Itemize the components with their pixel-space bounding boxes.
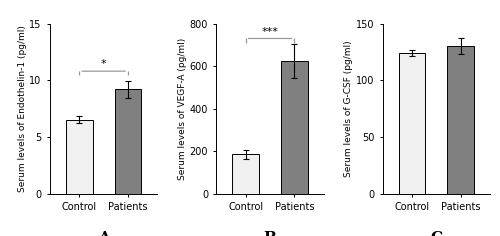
Bar — [448, 46, 474, 194]
Bar — [232, 154, 259, 194]
Text: B: B — [264, 231, 276, 236]
Y-axis label: Serum levels of VEGF-A (pg/ml): Serum levels of VEGF-A (pg/ml) — [178, 38, 186, 180]
Text: *: * — [101, 59, 106, 69]
Bar — [281, 61, 308, 194]
Text: C: C — [430, 231, 442, 236]
Bar — [114, 89, 141, 194]
Bar — [398, 53, 425, 194]
Y-axis label: Serum levels of G-CSF (pg/ml): Serum levels of G-CSF (pg/ml) — [344, 40, 353, 177]
Text: ***: *** — [262, 27, 278, 37]
Text: A: A — [98, 231, 110, 236]
Bar — [66, 120, 92, 194]
Y-axis label: Serum levels of Endothelin-1 (pg/ml): Serum levels of Endothelin-1 (pg/ml) — [18, 25, 26, 192]
